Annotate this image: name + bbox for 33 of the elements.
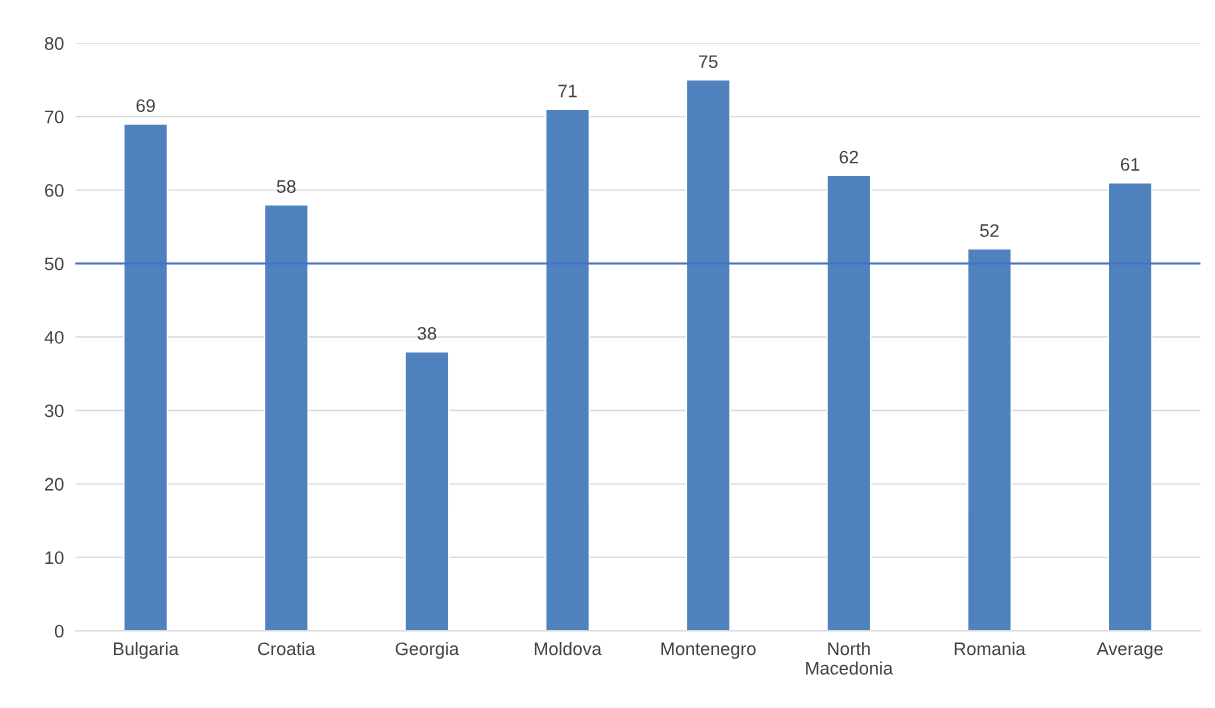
x-tick-label: Bulgaria: [114, 641, 179, 659]
x-tick-label: North Macedonia: [806, 641, 893, 675]
bar: [404, 351, 450, 631]
x-tick-label: Romania: [954, 641, 1026, 656]
y-tick-label: 40: [44, 330, 64, 344]
y-tick-label: 0: [54, 624, 64, 638]
data-label: 62: [839, 150, 858, 164]
data-label: 38: [417, 327, 437, 340]
bar: [1107, 182, 1153, 631]
x-tick-label: Georgia: [395, 641, 460, 659]
x-tick-label: Moldova: [534, 641, 602, 656]
y-tick-label: 70: [45, 110, 64, 124]
bar: [263, 204, 309, 631]
y-tick-label: 10: [45, 551, 64, 565]
bar: [685, 79, 731, 631]
data-label: 75: [699, 55, 718, 69]
bar: [545, 108, 591, 631]
bar: [966, 248, 1012, 631]
y-tick-label: 30: [44, 404, 64, 418]
data-label: 61: [1120, 158, 1140, 171]
data-label: 69: [136, 99, 155, 113]
y-tick-label: 50: [44, 257, 64, 271]
y-tick-label: 20: [45, 477, 64, 491]
y-tick-label: 80: [44, 37, 64, 50]
x-tick-label: Croatia: [258, 641, 316, 656]
x-tick-label: Average: [1096, 642, 1163, 659]
x-tick-label: Montenegro: [661, 642, 756, 659]
bar: [826, 174, 872, 631]
bar: [123, 123, 169, 631]
y-tick-label: 60: [45, 184, 64, 197]
data-label: 71: [558, 84, 577, 98]
data-label: 58: [276, 180, 296, 193]
data-label: 52: [980, 224, 999, 237]
